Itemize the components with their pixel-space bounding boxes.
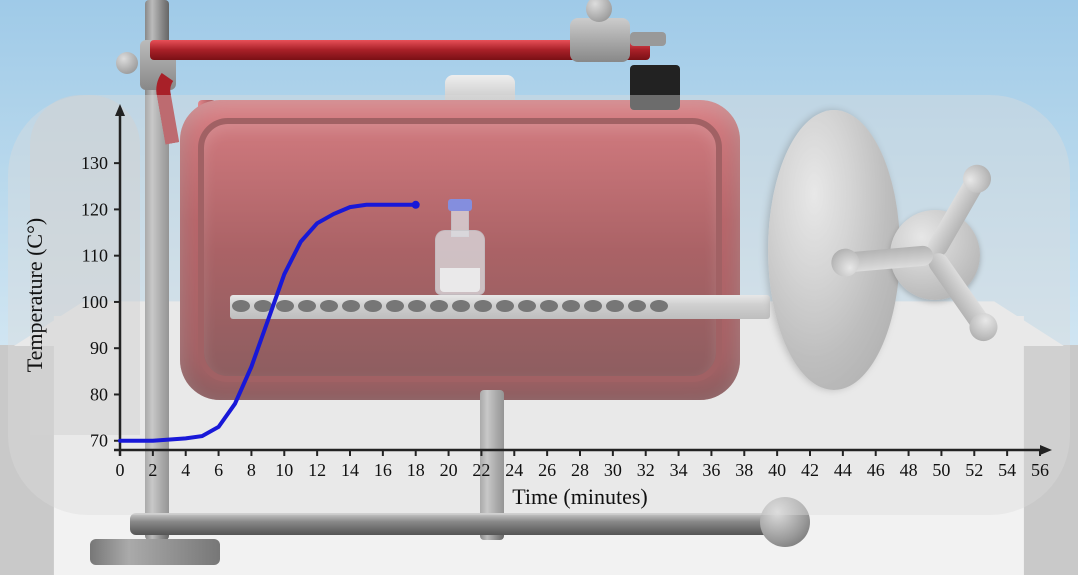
- svg-text:28: 28: [571, 460, 589, 480]
- svg-text:38: 38: [735, 460, 753, 480]
- svg-text:50: 50: [932, 460, 950, 480]
- svg-text:14: 14: [341, 460, 359, 480]
- svg-text:24: 24: [505, 460, 523, 480]
- svg-text:Time (minutes): Time (minutes): [512, 484, 647, 509]
- svg-text:8: 8: [247, 460, 256, 480]
- bottom-crossbar: [130, 513, 790, 535]
- svg-text:80: 80: [90, 384, 108, 404]
- svg-text:100: 100: [81, 292, 108, 312]
- svg-text:30: 30: [604, 460, 622, 480]
- svg-text:70: 70: [90, 431, 108, 451]
- svg-text:2: 2: [148, 460, 157, 480]
- svg-text:4: 4: [181, 460, 190, 480]
- svg-text:130: 130: [81, 153, 108, 173]
- svg-text:42: 42: [801, 460, 819, 480]
- svg-text:90: 90: [90, 338, 108, 358]
- svg-text:46: 46: [867, 460, 885, 480]
- svg-text:54: 54: [998, 460, 1016, 480]
- svg-text:36: 36: [702, 460, 720, 480]
- svg-text:18: 18: [407, 460, 425, 480]
- svg-text:120: 120: [81, 199, 108, 219]
- stand-base: [90, 539, 220, 565]
- svg-text:56: 56: [1031, 460, 1049, 480]
- svg-text:12: 12: [308, 460, 326, 480]
- scene-root: 7080901001101201300246810121416182022242…: [0, 0, 1078, 575]
- svg-text:20: 20: [440, 460, 458, 480]
- clamp-arm: [630, 32, 666, 46]
- svg-text:6: 6: [214, 460, 223, 480]
- svg-text:48: 48: [900, 460, 918, 480]
- clamp-screw-icon: [116, 52, 138, 74]
- svg-text:22: 22: [472, 460, 490, 480]
- temperature-time-chart: 7080901001101201300246810121416182022242…: [90, 130, 1050, 510]
- svg-text:26: 26: [538, 460, 556, 480]
- svg-text:44: 44: [834, 460, 852, 480]
- svg-text:10: 10: [275, 460, 293, 480]
- svg-text:32: 32: [637, 460, 655, 480]
- svg-text:Temperature (C°): Temperature (C°): [22, 218, 47, 372]
- svg-text:40: 40: [768, 460, 786, 480]
- svg-text:34: 34: [670, 460, 688, 480]
- svg-text:110: 110: [82, 246, 108, 266]
- svg-text:52: 52: [965, 460, 983, 480]
- clamp-body: [570, 18, 630, 62]
- svg-text:0: 0: [116, 460, 125, 480]
- svg-text:16: 16: [374, 460, 392, 480]
